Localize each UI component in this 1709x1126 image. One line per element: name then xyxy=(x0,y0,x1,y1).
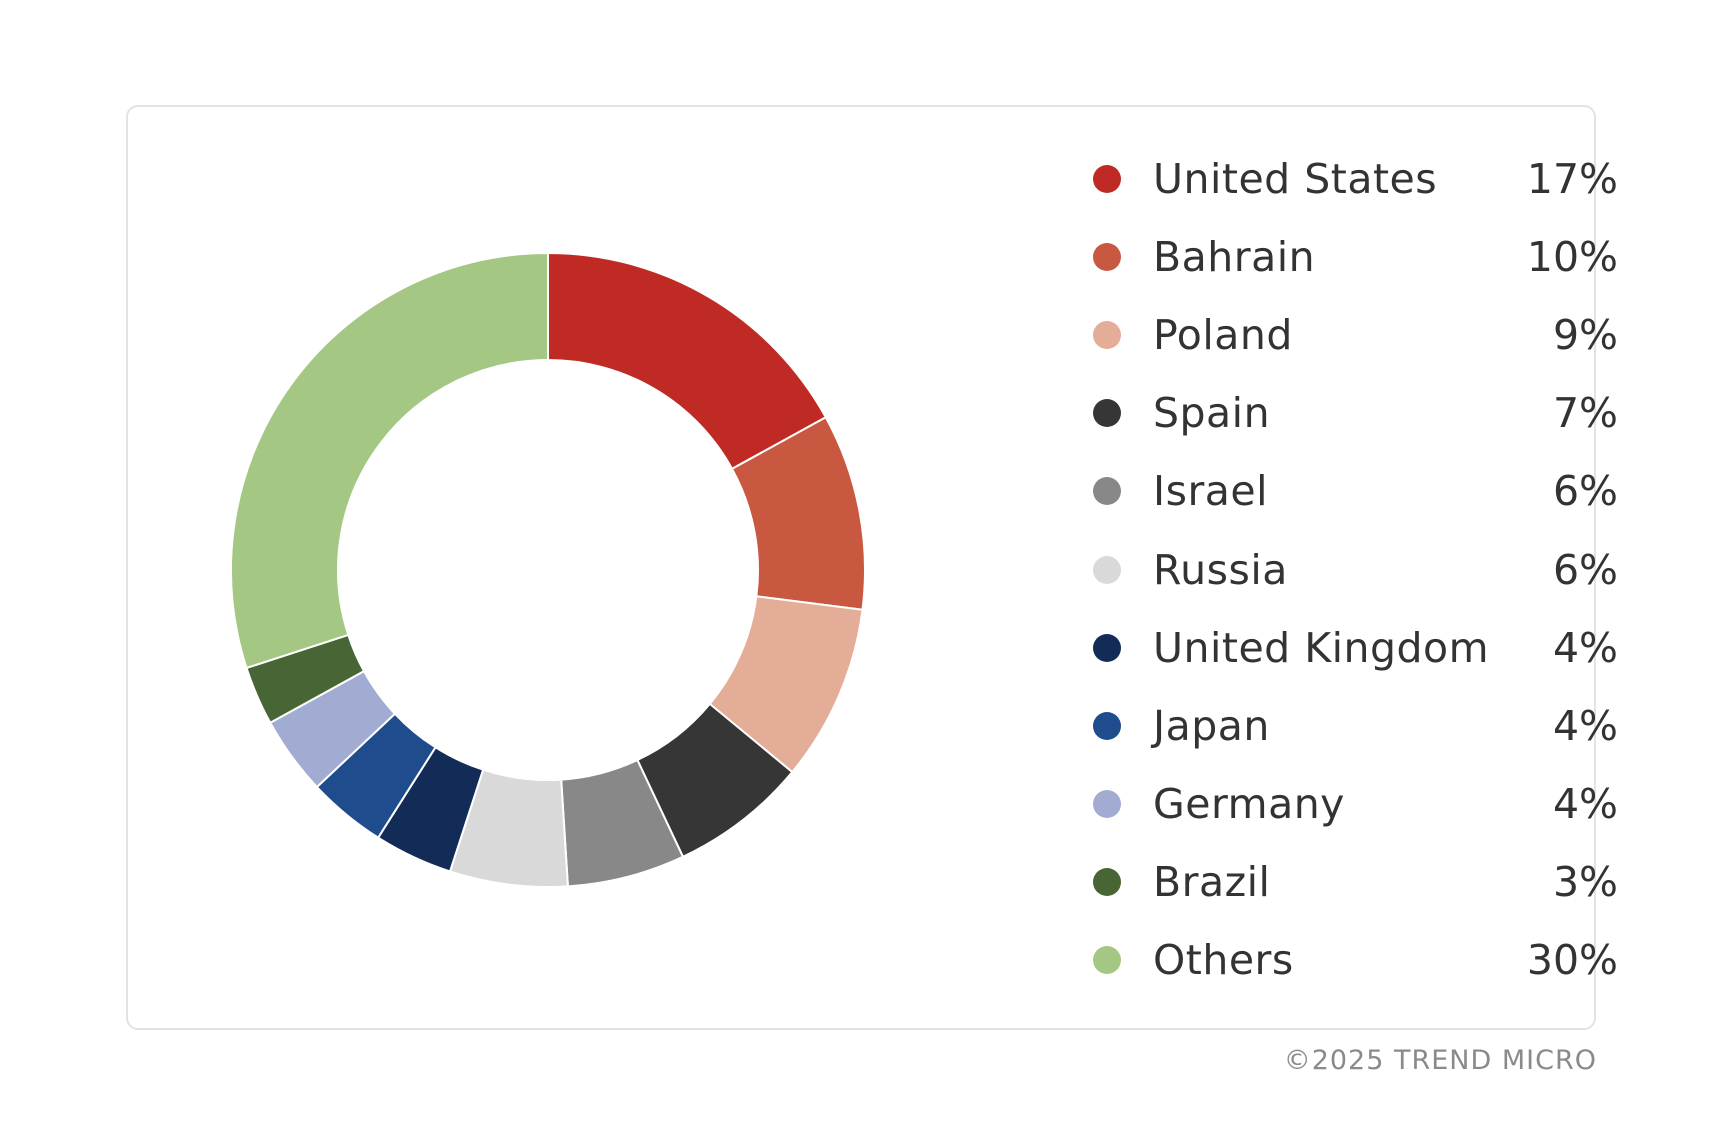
legend-value: 6% xyxy=(1552,467,1618,516)
legend-swatch xyxy=(1093,711,1121,740)
legend-value: 17% xyxy=(1526,155,1618,203)
chart-card: United States 17% Bahrain 10% Poland 9% Spain 7… xyxy=(126,105,1618,1030)
legend-swatch xyxy=(1093,243,1121,272)
legend-label: Others xyxy=(1153,936,1294,984)
legend-value: 30% xyxy=(1526,936,1618,984)
legend-swatch xyxy=(1093,555,1121,584)
legend-swatch xyxy=(1093,399,1121,428)
legend-item-japan: Japan 4% xyxy=(1093,696,1618,756)
slice-united-states xyxy=(547,251,828,471)
legend-value: 3% xyxy=(1552,857,1618,906)
legend-item-bahrain: Bahrain 10% xyxy=(1093,227,1618,287)
legend-item-others: Others 30% xyxy=(1093,930,1618,990)
legend-label: Spain xyxy=(1153,389,1271,438)
legend-value: 7% xyxy=(1552,389,1618,438)
legend-item-poland: Poland 9% xyxy=(1093,305,1618,365)
legend-swatch xyxy=(1093,477,1121,506)
slice-others xyxy=(230,251,549,670)
legend-label: United Kingdom xyxy=(1153,623,1490,672)
legend-swatch xyxy=(1093,946,1121,974)
legend-item-united-kingdom: United Kingdom 4% xyxy=(1093,618,1618,678)
legend-swatch xyxy=(1093,633,1121,662)
legend-item-spain: Spain 7% xyxy=(1093,383,1618,443)
copyright-text: ©2025 TREND MICRO xyxy=(1283,1045,1597,1076)
legend-item-united-states: United States 17% xyxy=(1093,149,1618,209)
legend-value: 4% xyxy=(1552,623,1618,672)
legend-item-germany: Germany 4% xyxy=(1093,774,1618,834)
legend-label: Russia xyxy=(1153,545,1288,594)
legend-swatch xyxy=(1093,789,1121,818)
legend-label: Bahrain xyxy=(1153,233,1316,282)
legend-label: Israel xyxy=(1153,467,1269,516)
legend-swatch xyxy=(1093,165,1121,193)
legend-label: Brazil xyxy=(1153,857,1271,906)
legend-item-israel: Israel 6% xyxy=(1093,461,1618,521)
legend-label: United States xyxy=(1153,155,1438,203)
legend-swatch xyxy=(1093,867,1121,896)
legend-label: Poland xyxy=(1153,311,1293,360)
legend-label: Japan xyxy=(1153,701,1270,750)
legend-item-brazil: Brazil 3% xyxy=(1093,852,1618,912)
legend-value: 4% xyxy=(1552,701,1618,750)
legend-value: 10% xyxy=(1526,233,1618,282)
legend-label: Germany xyxy=(1153,779,1345,828)
legend-swatch xyxy=(1093,321,1121,350)
legend-item-russia: Russia 6% xyxy=(1093,540,1618,600)
legend-value: 6% xyxy=(1552,545,1618,594)
legend-value: 9% xyxy=(1552,311,1618,360)
legend-value: 4% xyxy=(1552,779,1618,828)
donut-chart xyxy=(230,251,866,888)
